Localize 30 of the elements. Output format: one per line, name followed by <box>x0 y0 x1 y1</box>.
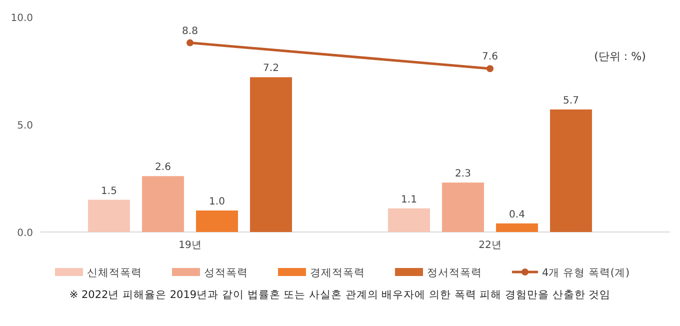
bar <box>196 210 238 232</box>
data-label: 0.4 <box>509 209 525 220</box>
y-tick-label: 10.0 <box>10 13 33 24</box>
bar <box>88 200 130 232</box>
bar <box>142 176 184 232</box>
data-label: 1.1 <box>401 194 417 206</box>
bar <box>442 182 484 232</box>
y-tick-label: 5.0 <box>17 120 33 132</box>
bar <box>550 109 592 232</box>
legend-label: 신체적폭력 <box>87 267 142 279</box>
data-label: 8.8 <box>182 26 198 37</box>
data-label: 1.0 <box>209 196 225 208</box>
legend-label: 성적폭력 <box>204 267 248 279</box>
bar <box>388 208 430 232</box>
data-label: 7.2 <box>263 63 279 74</box>
data-label: 2.3 <box>455 168 471 180</box>
x-tick-label: 19년 <box>178 240 202 251</box>
legend-label: 정서적폭력 <box>427 267 482 279</box>
bar <box>496 223 538 232</box>
data-label: 5.7 <box>563 95 579 106</box>
text: ※ 2022년 피해율은 2019년과 같이 법률혼 또는 사실혼 관계의 배우자에 의한 폭력 피해 경험만을 산출한 것임 <box>69 289 611 301</box>
data-label: 2.6 <box>155 162 171 174</box>
data-label: 7.6 <box>482 52 498 63</box>
x-tick-label: 22년 <box>478 240 502 251</box>
annotation: (단위 : %) <box>594 50 646 63</box>
y-tick-label: 0.0 <box>17 228 33 239</box>
legend-label: 경제적폭력 <box>310 267 365 279</box>
data-label: 1.5 <box>101 186 117 197</box>
bar <box>250 77 292 232</box>
legend-label: 4개 유형 폭력(계) <box>542 267 630 279</box>
